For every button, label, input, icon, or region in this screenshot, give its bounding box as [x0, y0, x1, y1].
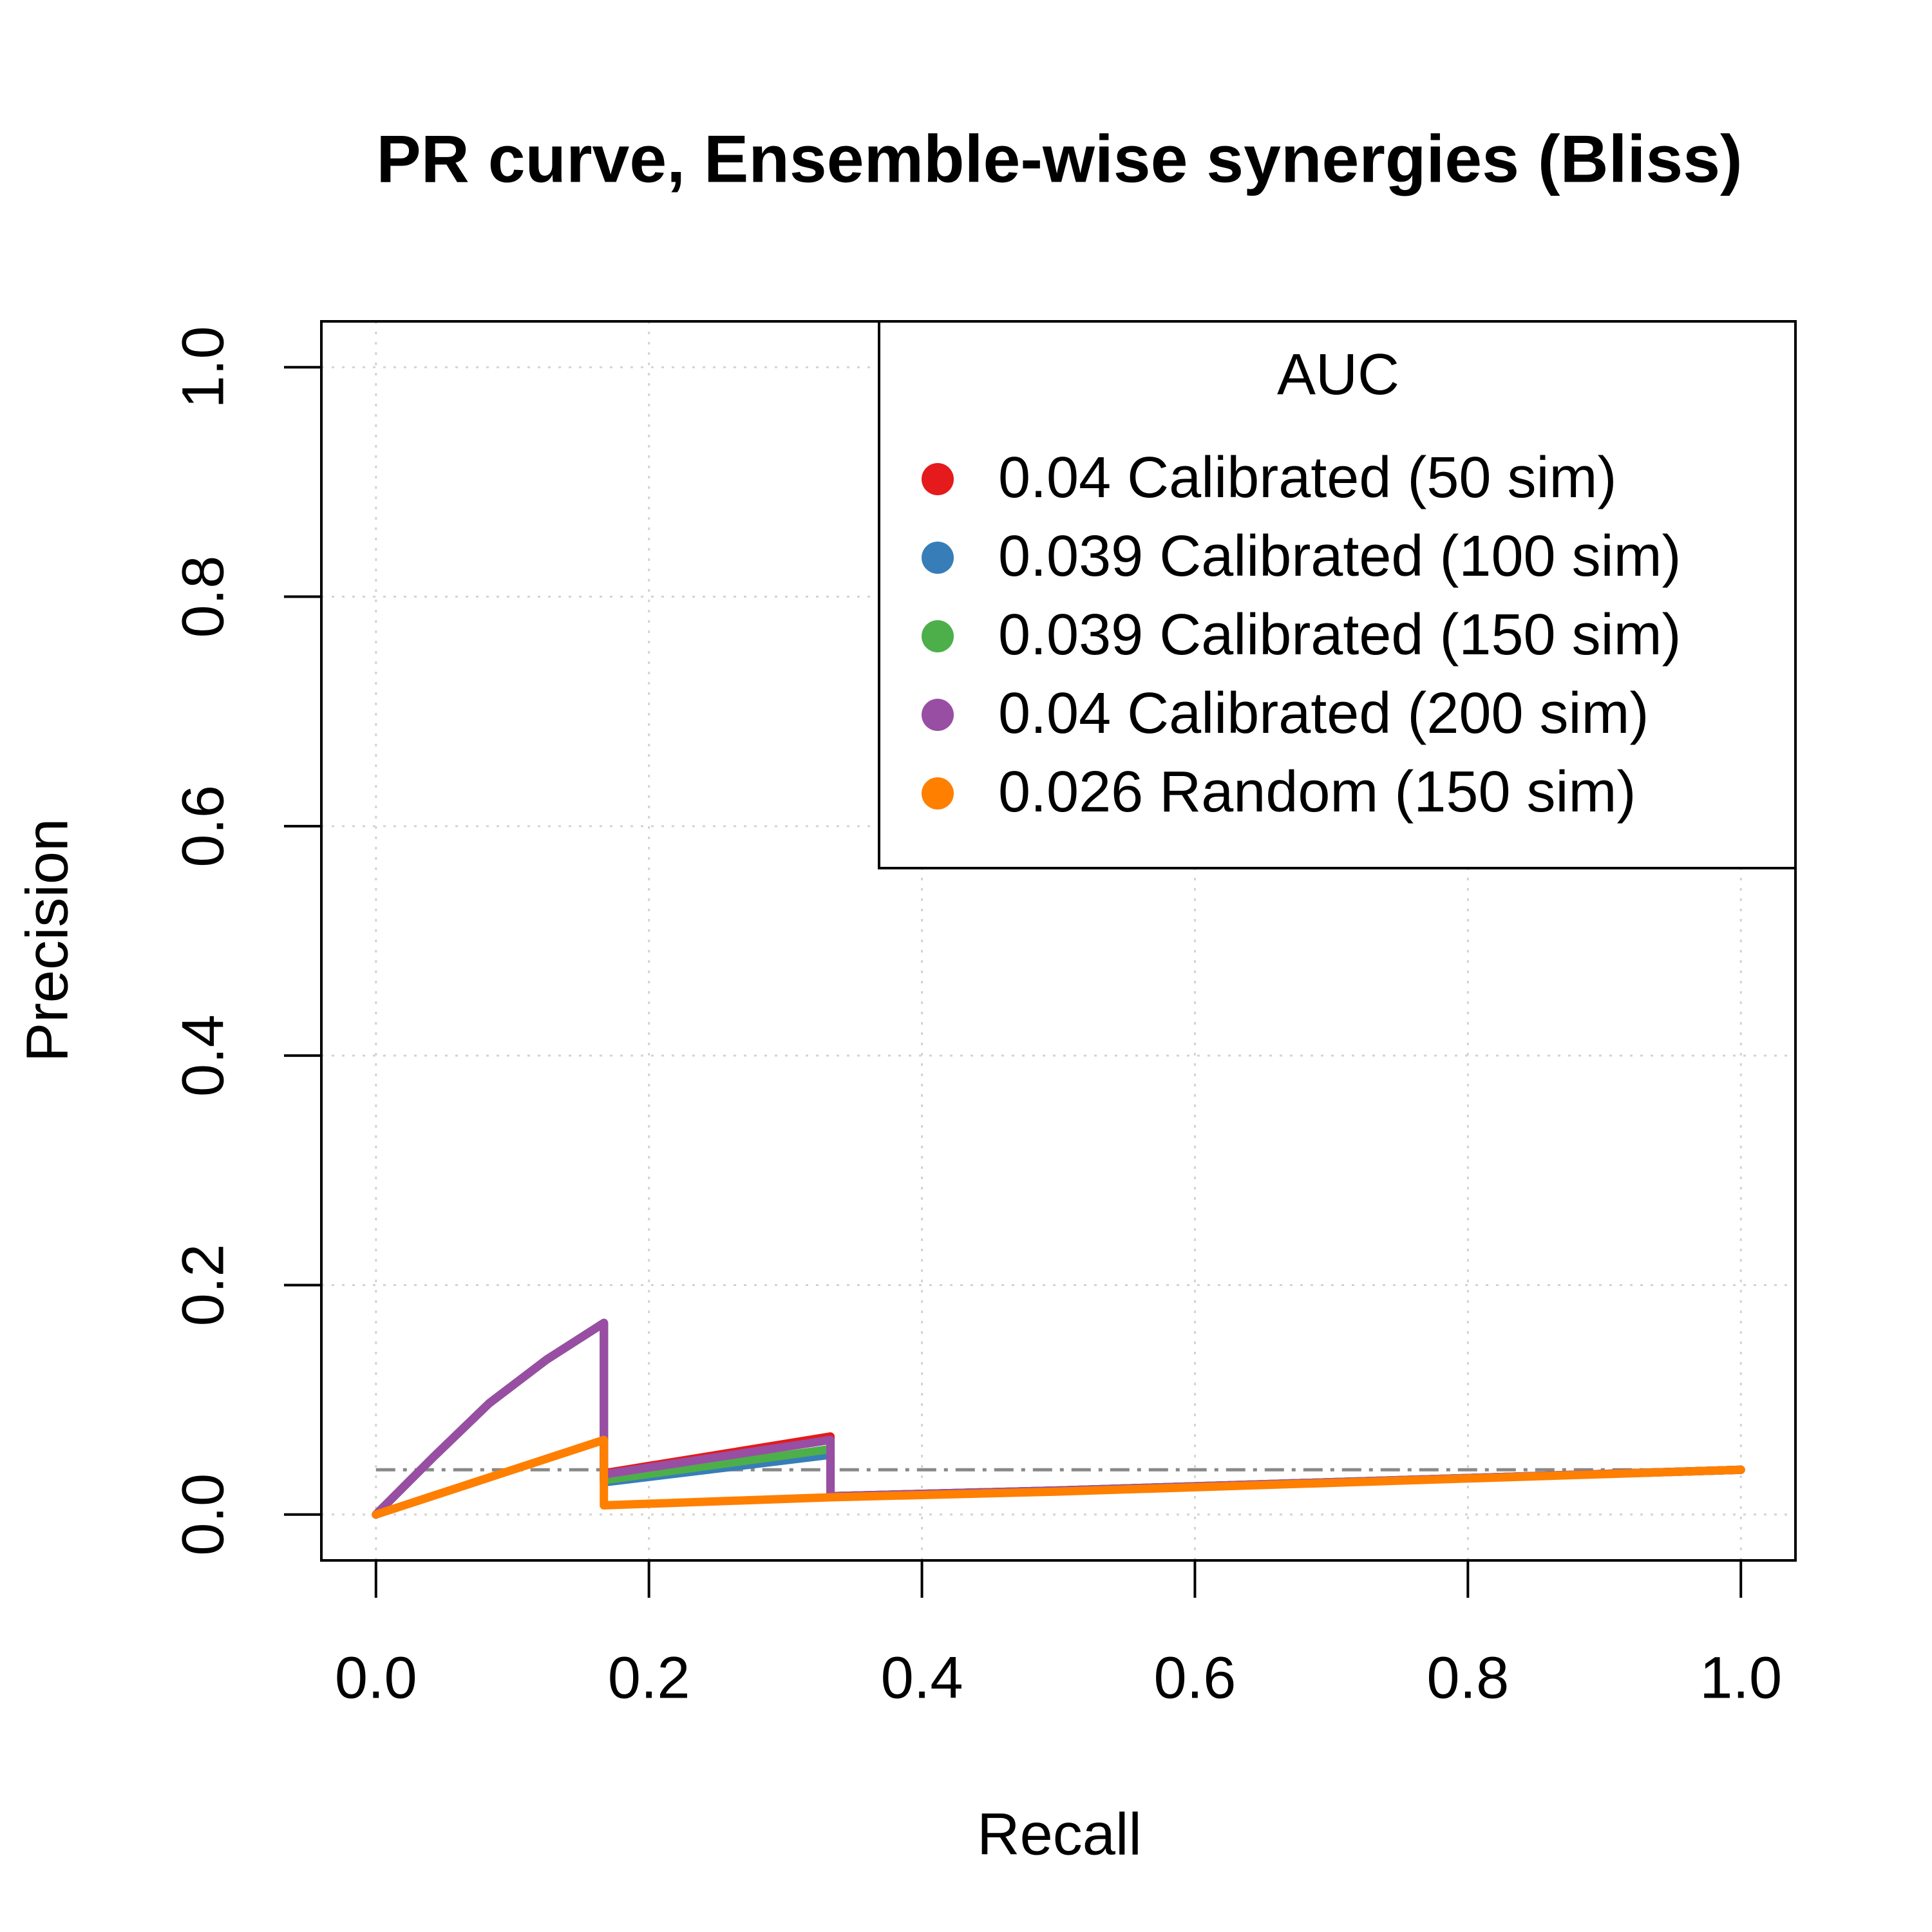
y-tick-label: 0.0 — [170, 1473, 236, 1556]
series-line — [372, 1435, 1745, 1519]
legend-marker — [922, 699, 954, 731]
x-tick-label: 0.8 — [1426, 1645, 1509, 1710]
legend-label: 0.026 Random (150 sim) — [998, 760, 1636, 824]
legend-label: 0.039 Calibrated (100 sim) — [998, 524, 1681, 589]
legend-marker — [922, 777, 954, 810]
legend-marker — [922, 542, 954, 574]
y-tick-label: 0.2 — [170, 1244, 236, 1326]
x-tick-label: 0.0 — [335, 1645, 417, 1710]
legend-box — [878, 320, 1797, 869]
x-tick-label: 0.6 — [1153, 1645, 1236, 1710]
legend-title: AUC — [1277, 343, 1399, 407]
x-axis-label: Recall — [977, 1801, 1142, 1867]
y-tick-label: 1.0 — [170, 326, 236, 408]
chart-title: PR curve, Ensemble-wise synergies (Bliss… — [376, 122, 1742, 196]
legend-marker — [922, 463, 954, 495]
legend-label: 0.04 Calibrated (50 sim) — [998, 446, 1616, 510]
y-tick-label: 0.8 — [170, 556, 236, 638]
x-tick-label: 1.0 — [1700, 1645, 1782, 1710]
legend-label: 0.04 Calibrated (200 sim) — [998, 681, 1649, 746]
x-tick-label: 0.4 — [881, 1645, 963, 1710]
legend-label: 0.039 Calibrated (150 sim) — [998, 603, 1681, 667]
legend-marker — [922, 620, 954, 652]
y-tick-label: 0.6 — [170, 785, 236, 867]
y-tick-label: 0.4 — [170, 1014, 236, 1097]
x-tick-label: 0.2 — [608, 1645, 690, 1710]
y-axis-label: Precision — [14, 819, 80, 1062]
